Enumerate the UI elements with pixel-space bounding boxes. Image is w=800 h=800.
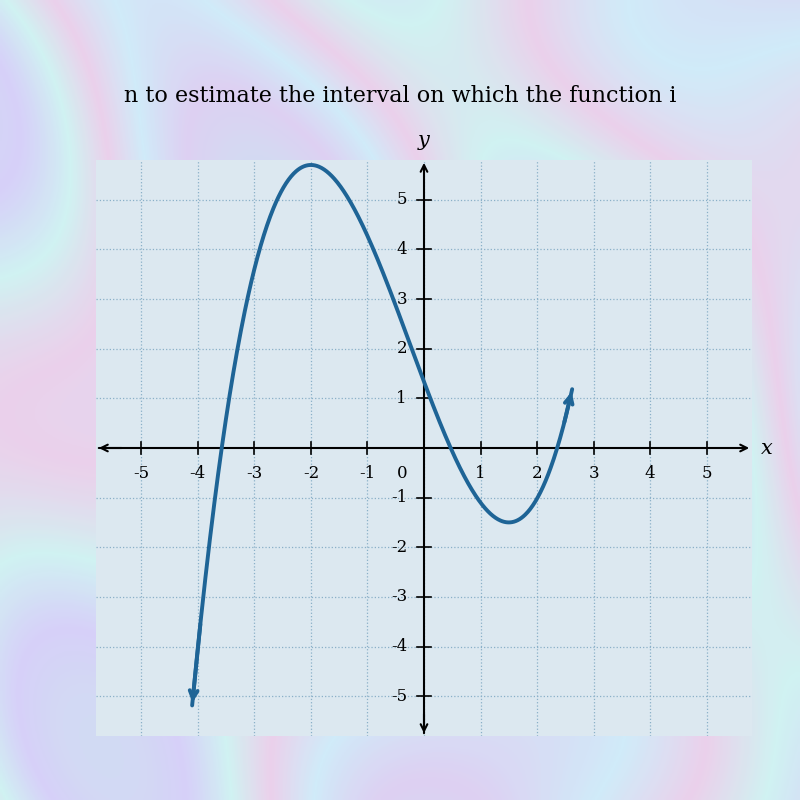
Text: 1: 1: [397, 390, 407, 407]
Text: 2: 2: [397, 340, 407, 357]
Text: 2: 2: [532, 466, 542, 482]
Text: -4: -4: [390, 638, 407, 655]
Text: n to estimate the interval on which the function i: n to estimate the interval on which the …: [124, 85, 676, 107]
Text: -1: -1: [390, 489, 407, 506]
Text: 4: 4: [397, 241, 407, 258]
Text: x: x: [761, 438, 772, 458]
Text: 1: 1: [475, 466, 486, 482]
Text: y: y: [418, 131, 430, 150]
Text: -2: -2: [302, 466, 319, 482]
Text: 5: 5: [702, 466, 712, 482]
Text: 5: 5: [397, 191, 407, 208]
Text: 0: 0: [397, 466, 407, 482]
Text: -3: -3: [246, 466, 262, 482]
Text: -4: -4: [190, 466, 206, 482]
Text: -5: -5: [133, 466, 150, 482]
Text: -1: -1: [359, 466, 375, 482]
Text: 3: 3: [397, 290, 407, 307]
Text: -2: -2: [390, 539, 407, 556]
Text: -5: -5: [391, 688, 407, 705]
Text: 4: 4: [645, 466, 655, 482]
Text: -3: -3: [390, 589, 407, 606]
Text: 3: 3: [588, 466, 599, 482]
